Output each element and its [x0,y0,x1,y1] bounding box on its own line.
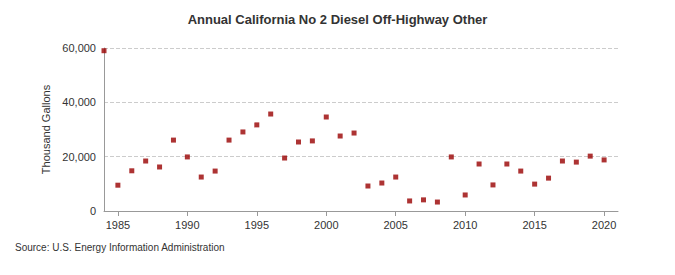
svg-text:2010: 2010 [453,219,477,231]
svg-text:2000: 2000 [314,219,338,231]
svg-text:2015: 2015 [522,219,546,231]
svg-text:2005: 2005 [383,219,407,231]
svg-text:1995: 1995 [245,219,269,231]
svg-text:20,000: 20,000 [62,151,96,163]
svg-text:60,000: 60,000 [62,42,96,54]
svg-text:Source: U.S. Energy Informatio: Source: U.S. Energy Information Administ… [15,242,225,253]
svg-text:2020: 2020 [592,219,616,231]
svg-text:Thousand Gallons: Thousand Gallons [40,84,52,174]
svg-text:40,000: 40,000 [62,96,96,108]
svg-text:0: 0 [90,205,96,217]
svg-text:1990: 1990 [175,219,199,231]
svg-text:1985: 1985 [106,219,130,231]
svg-text:Annual California No 2 Diesel: Annual California No 2 Diesel Off-Highwa… [188,12,488,27]
